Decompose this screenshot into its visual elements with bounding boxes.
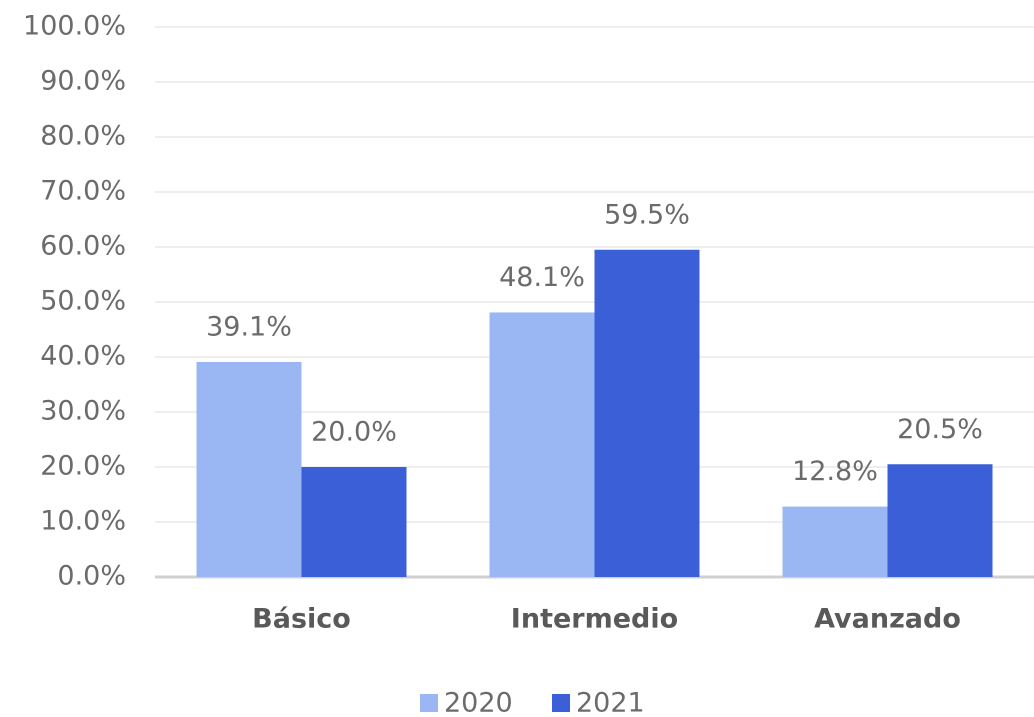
bar (594, 249, 700, 577)
y-tick-label: 30.0% (40, 396, 126, 427)
y-tick-label: 60.0% (40, 231, 126, 262)
legend-swatch (420, 694, 438, 712)
y-tick-label: 50.0% (40, 286, 126, 317)
y-tick-label: 90.0% (40, 66, 126, 97)
y-tick-label: 100.0% (23, 11, 126, 42)
data-label: 59.5% (604, 199, 690, 230)
y-tick-label: 70.0% (40, 176, 126, 207)
data-label: 20.0% (311, 417, 397, 448)
data-label: 20.5% (897, 414, 983, 445)
data-label: 48.1% (499, 262, 585, 293)
bar (301, 467, 407, 577)
legend-label: 2020 (444, 688, 513, 717)
bar (489, 312, 595, 577)
bar (196, 361, 302, 577)
y-tick-label: 10.0% (40, 506, 126, 537)
bar (887, 464, 993, 577)
data-label: 12.8% (792, 456, 878, 487)
y-tick-label: 20.0% (40, 451, 126, 482)
x-tick-label: Intermedio (511, 604, 678, 635)
x-tick-label: Avanzado (814, 604, 961, 635)
data-label: 39.1% (206, 311, 292, 342)
y-tick-label: 40.0% (40, 341, 126, 372)
legend-swatch (552, 694, 570, 712)
y-tick-label: 80.0% (40, 121, 126, 152)
y-tick-label: 0.0% (57, 561, 126, 592)
legend-label: 2021 (576, 688, 645, 717)
x-tick-label: Básico (252, 604, 351, 635)
bar (782, 506, 888, 577)
